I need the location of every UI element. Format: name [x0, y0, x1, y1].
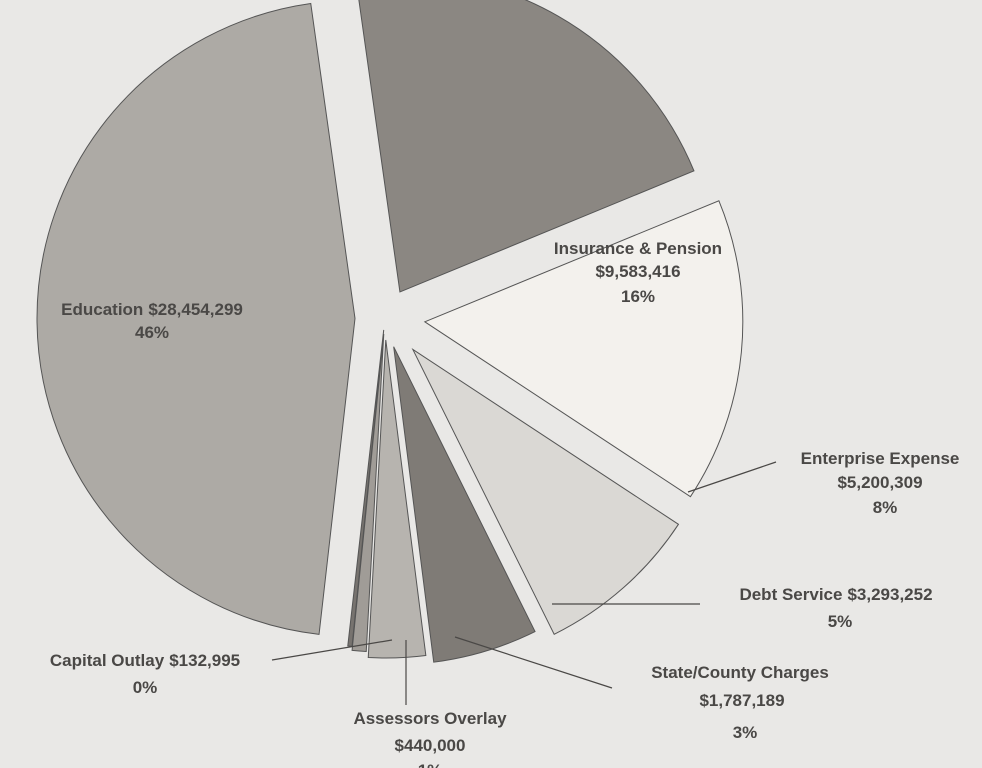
value-label: $28,454,299 — [148, 300, 243, 319]
pie-slice — [36, 2, 356, 635]
value-label: $1,787,189 — [699, 691, 784, 710]
pie-slice — [423, 200, 744, 498]
percent-label: 5% — [828, 612, 853, 631]
slice-label: $440,000 — [395, 736, 466, 755]
slice-label: Enterprise Expense — [801, 449, 960, 468]
slice-label: 0% — [133, 678, 158, 697]
leader-line — [454, 636, 613, 689]
slice-label: Insurance & Pension — [554, 239, 722, 258]
category-label: Capital Outlay — [50, 651, 165, 670]
slice-label: 46% — [135, 323, 169, 342]
slice-label: 1% — [418, 761, 443, 768]
category-label: State/County Charges — [651, 663, 829, 682]
value-label: $3,293,252 — [847, 585, 932, 604]
category-label: Debt Service — [739, 585, 842, 604]
leader-line — [271, 639, 393, 661]
slice-label: 16% — [621, 287, 655, 306]
leader-line — [687, 461, 777, 493]
category-label: Enterprise Expense — [801, 449, 960, 468]
category-label: Insurance & Pension — [554, 239, 722, 258]
slice-label: 5% — [828, 612, 853, 631]
percent-label: 0% — [133, 678, 158, 697]
slice-label: State/County Charges — [651, 663, 829, 682]
pie-slice — [393, 346, 536, 663]
value-label: $5,200,309 — [837, 473, 922, 492]
slice-label: Capital Outlay $132,995 — [50, 651, 240, 670]
value-label: $9,583,416 — [595, 262, 680, 281]
pie-slice — [411, 348, 680, 635]
percent-label: 1% — [418, 761, 443, 768]
category-label: Assessors Overlay — [353, 709, 507, 728]
pie-slice — [358, 0, 695, 293]
percent-label: 3% — [733, 723, 758, 742]
pie-slice — [367, 339, 427, 659]
value-label: $440,000 — [395, 736, 466, 755]
percent-label: 8% — [873, 498, 898, 517]
percent-label: 46% — [135, 323, 169, 342]
slice-label: Assessors Overlay — [353, 709, 507, 728]
slice-label: $1,787,189 — [699, 691, 784, 710]
slice-label: 3% — [733, 723, 758, 742]
value-label: $132,995 — [169, 651, 240, 670]
slice-label: 8% — [873, 498, 898, 517]
slice-label: Debt Service $3,293,252 — [739, 585, 932, 604]
percent-label: 16% — [621, 287, 655, 306]
slice-label: Education $28,454,299 — [61, 300, 243, 319]
slice-label: $5,200,309 — [837, 473, 922, 492]
category-label: Education — [61, 300, 143, 319]
slice-label: $9,583,416 — [595, 262, 680, 281]
